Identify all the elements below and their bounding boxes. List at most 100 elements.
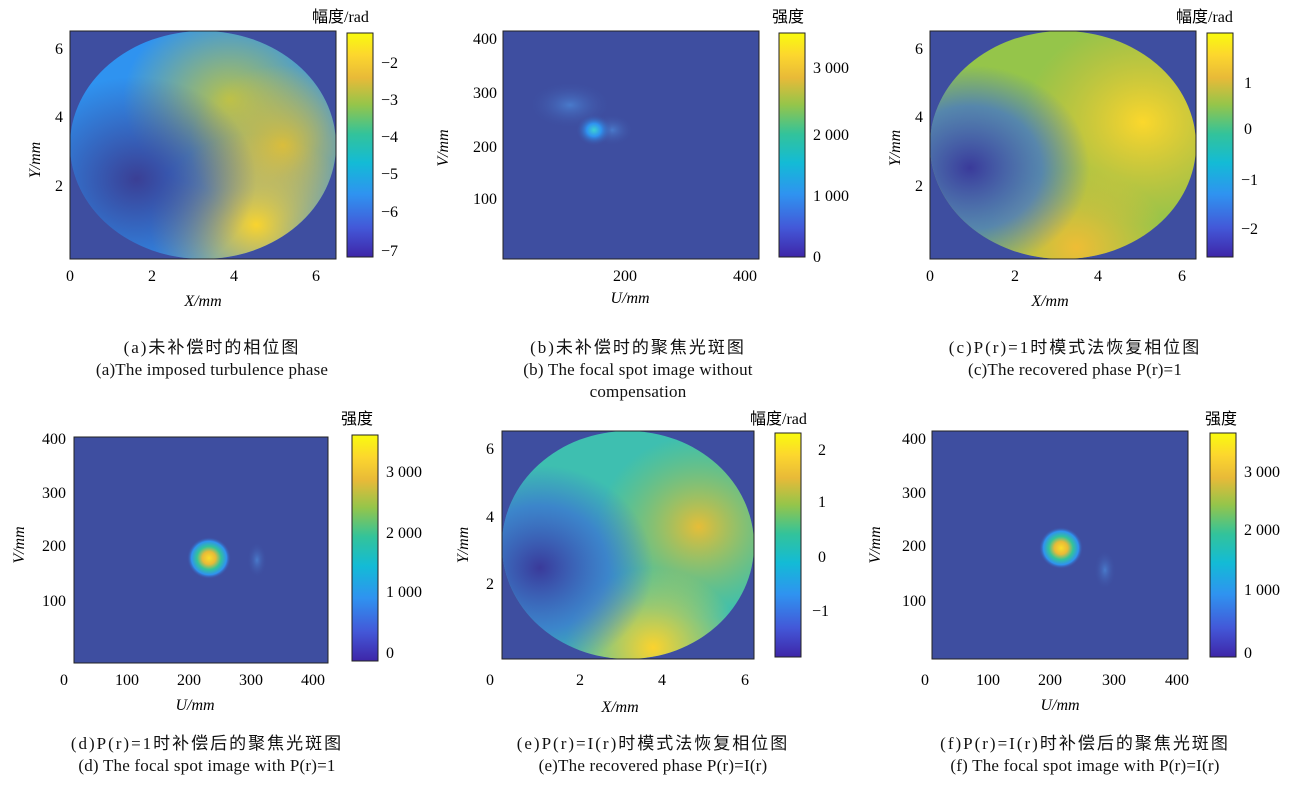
panel-f-xlabel: U/mm xyxy=(1040,697,1079,714)
caption-e-zh: (e)P(r)=I(r)时模式法恢复相位图 xyxy=(516,734,790,753)
panel-c-xtick-0: 0 xyxy=(926,268,934,285)
panel-a-cbar-tick-3: −5 xyxy=(381,166,398,183)
panel-e-cbar-tick-1: 1 xyxy=(818,494,826,511)
panel-b-xlabel: U/mm xyxy=(610,290,649,307)
panel-b-ytick-0: 100 xyxy=(473,191,497,208)
caption-a: (a)未补偿时的相位图 (a)The imposed turbulence ph… xyxy=(62,337,362,381)
caption-e-en: (e)The recovered phase P(r)=I(r) xyxy=(538,756,768,775)
caption-b-en: (b) The focal spot image without compens… xyxy=(523,360,753,401)
panel-b-xtick-0: 200 xyxy=(613,268,637,285)
caption-c-en: (c)The recovered phase P(r)=1 xyxy=(967,360,1183,379)
panel-a-ylabel: Y/mm xyxy=(27,142,44,178)
panel-a-xtick-2: 4 xyxy=(230,268,238,285)
panel-a-cbar-tick-5: −7 xyxy=(381,243,398,260)
caption-c-zh: (c)P(r)=1时模式法恢复相位图 xyxy=(948,338,1202,357)
panel-a-xlabel: X/mm xyxy=(183,293,221,310)
panel-e-ytick-2: 6 xyxy=(486,441,494,458)
panel-f-xtick-2: 200 xyxy=(1038,672,1062,689)
panel-b: V/mm U/mm 200 400 100 200 300 400 强度 3 0… xyxy=(435,8,849,307)
panel-f-colorbar-title: 强度 xyxy=(1205,410,1237,428)
panel-d-ytick-1: 200 xyxy=(42,538,66,555)
panel-f-spot-feature xyxy=(1094,550,1116,590)
panel-a-ytick-2: 6 xyxy=(55,41,63,58)
panel-f-colorbar xyxy=(1209,432,1237,658)
panel-d-cbar-tick-3: 0 xyxy=(386,645,394,662)
panel-a-phase-feature xyxy=(70,31,336,259)
panel-e-ytick-1: 4 xyxy=(486,509,494,526)
panel-f-cbar-tick-1: 2 000 xyxy=(1244,522,1280,539)
panel-d-ytick-2: 300 xyxy=(42,485,66,502)
panel-b-cbar-tick-0: 3 000 xyxy=(813,60,849,77)
panel-b-plot-background xyxy=(503,31,759,259)
panel-a-xtick-0: 0 xyxy=(66,268,74,285)
panel-a-cbar-tick-4: −6 xyxy=(381,204,398,221)
panel-b-focal-spot xyxy=(576,114,612,146)
panel-f-xtick-1: 100 xyxy=(976,672,1000,689)
panel-a-ytick-0: 2 xyxy=(55,178,63,195)
panel-f-focal-spot xyxy=(1039,527,1083,569)
caption-b-zh: (b)未补偿时的聚焦光斑图 xyxy=(530,338,746,357)
panel-d-axes-frame xyxy=(73,436,329,664)
panel-f-xtick-4: 400 xyxy=(1165,672,1189,689)
panel-e: Y/mm X/mm 0 2 4 6 2 4 6 幅度/rad 2 1 0 −1 xyxy=(455,410,829,716)
panel-a-cbar-tick-2: −4 xyxy=(381,129,398,146)
panel-c-xtick-2: 4 xyxy=(1094,268,1102,285)
panel-b-cbar-tick-3: 0 xyxy=(813,249,821,266)
panel-b-xtick-1: 400 xyxy=(733,268,757,285)
panel-d-cbar-tick-0: 3 000 xyxy=(386,464,422,481)
caption-c: (c)P(r)=1时模式法恢复相位图 (c)The recovered phas… xyxy=(910,337,1240,381)
panel-d-colorbar-title: 强度 xyxy=(341,410,373,428)
panel-d-cbar-tick-2: 1 000 xyxy=(386,584,422,601)
panel-f-xtick-3: 300 xyxy=(1102,672,1126,689)
panel-d-xtick-0: 0 xyxy=(60,672,68,689)
panel-b-ylabel: V/mm xyxy=(435,129,452,166)
panel-f-cbar-tick-0: 3 000 xyxy=(1244,464,1280,481)
panel-f-xtick-0: 0 xyxy=(921,672,929,689)
panel-f-cbar-tick-2: 1 000 xyxy=(1244,582,1280,599)
panel-e-xlabel: X/mm xyxy=(600,699,638,716)
panel-c-ytick-0: 2 xyxy=(915,178,923,195)
panel-d-xlabel: U/mm xyxy=(175,697,214,714)
panel-e-colorbar xyxy=(774,432,802,658)
panel-c-ytick-1: 4 xyxy=(915,109,923,126)
panel-e-phase-feature xyxy=(502,431,754,659)
panel-c-cbar-tick-1: 0 xyxy=(1244,121,1252,138)
panel-e-xtick-0: 0 xyxy=(486,672,494,689)
panel-d-focal-spot xyxy=(187,537,231,579)
panel-c-xlabel: X/mm xyxy=(1030,293,1068,310)
caption-d: (d)P(r)=1时补偿后的聚焦光斑图 (d) The focal spot i… xyxy=(42,733,372,777)
panel-f-ylabel: V/mm xyxy=(867,526,884,563)
panel-e-xtick-1: 2 xyxy=(576,672,584,689)
panel-d-xtick-2: 200 xyxy=(177,672,201,689)
caption-d-en: (d) The focal spot image with P(r)=1 xyxy=(78,756,336,775)
panel-a-xtick-3: 6 xyxy=(312,268,320,285)
panel-d-colorbar xyxy=(351,434,379,662)
panel-e-ytick-0: 2 xyxy=(486,576,494,593)
panel-c-axes-frame xyxy=(929,30,1197,260)
panel-d-xtick-3: 300 xyxy=(239,672,263,689)
panel-d-spot-feature xyxy=(247,542,267,578)
panel-e-colorbar-title: 幅度/rad xyxy=(750,410,807,428)
panel-b-ytick-1: 200 xyxy=(473,139,497,156)
panel-c-colorbar-title: 幅度/rad xyxy=(1176,8,1233,26)
panel-c-ylabel: Y/mm xyxy=(887,130,904,166)
panel-a-ytick-1: 4 xyxy=(55,109,63,126)
panel-b-axes-frame xyxy=(502,30,760,260)
panel-d: V/mm U/mm 0 100 200 300 400 100 200 300 … xyxy=(11,410,422,714)
panel-f-ytick-0: 100 xyxy=(902,593,926,610)
panel-c: Y/mm X/mm 0 2 4 6 2 4 6 幅度/rad 1 0 −1 −2 xyxy=(887,8,1258,310)
panel-c-cbar-tick-3: −2 xyxy=(1241,221,1258,238)
caption-e: (e)P(r)=I(r)时模式法恢复相位图 (e)The recovered p… xyxy=(468,733,838,777)
panel-d-ytick-3: 400 xyxy=(42,431,66,448)
panel-a: Y/mm X/mm 0 2 4 6 2 4 6 幅度/rad −2 −3 −4 … xyxy=(27,8,398,310)
panel-e-xtick-2: 4 xyxy=(658,672,666,689)
panel-f: V/mm U/mm 0 100 200 300 400 100 200 300 … xyxy=(867,410,1280,714)
panel-b-colorbar xyxy=(778,32,806,258)
panel-b-colorbar-title: 强度 xyxy=(772,8,804,26)
panel-d-cbar-tick-1: 2 000 xyxy=(386,525,422,542)
panel-a-xtick-1: 2 xyxy=(148,268,156,285)
panel-e-cbar-tick-0: 2 xyxy=(818,442,826,459)
panel-f-axes-frame xyxy=(931,430,1189,660)
panel-b-ytick-3: 400 xyxy=(473,31,497,48)
panel-d-ylabel: V/mm xyxy=(11,526,28,563)
